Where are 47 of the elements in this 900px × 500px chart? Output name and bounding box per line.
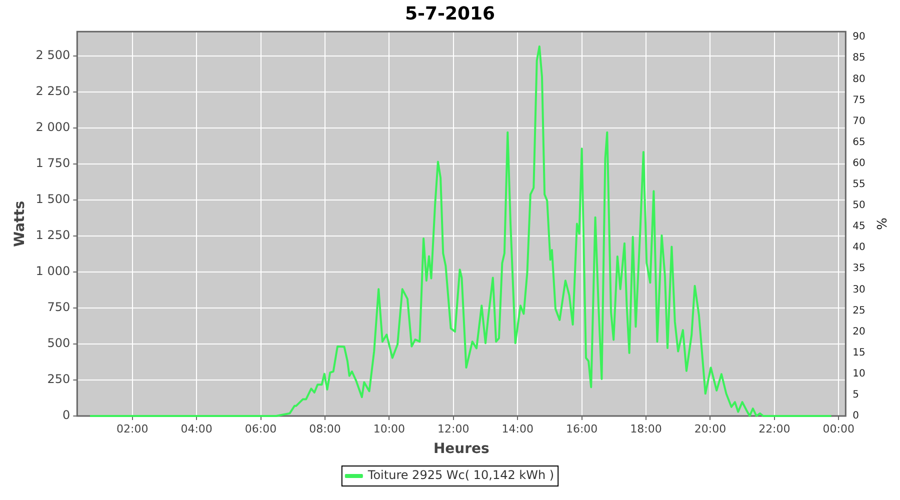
y-tick-label: 2 250 [36,84,70,98]
y2-tick-label: 55 [852,179,866,190]
x-tick-label: 14:00 [502,422,534,436]
x-tick-label: 20:00 [694,422,726,436]
x-axis-title: Heures [433,441,490,458]
y2-tick-label: 45 [852,221,866,232]
y-tick-label: 1 500 [36,192,70,206]
x-tick-label: 12:00 [438,422,470,436]
y2-tick-label: 40 [852,242,866,254]
y2-tick-label: 50 [852,200,866,212]
x-tick-label: 16:00 [566,422,598,436]
y2-tick-label: 85 [852,52,866,64]
x-tick-label: 08:00 [309,422,341,436]
x-tick-label: 22:00 [758,422,790,436]
y2-tick-label: 0 [852,410,860,422]
y-tick-label: 1 000 [36,264,70,278]
y2-tick-label: 5 [852,390,860,401]
legend-label: Toiture 2925 Wc( 10,142 kWh ) [366,468,554,482]
y2-tick-label: 15 [852,347,866,358]
y2-tick-label: 30 [852,284,866,296]
x-tick-label: 00:00 [822,422,854,436]
y-axis-title: Watts [12,200,28,247]
y2-tick-label: 20 [852,326,866,338]
y2-tick-label: 75 [852,94,866,106]
x-tick-label: 18:00 [630,422,662,436]
chart-title: 5-7-2016 [404,3,496,24]
y-tick-label: 1 250 [36,228,70,242]
y-tick-label: 2 000 [36,120,70,134]
y2-tick-label: 80 [852,74,866,85]
y2-tick-label: 35 [852,263,866,274]
y-tick-label: 1 750 [36,156,70,170]
x-tick-label: 02:00 [116,422,148,436]
y2-tick-label: 65 [852,136,866,148]
x-tick-label: 04:00 [180,422,212,436]
y2-axis-title: % [872,218,888,230]
y2-tick-label: 25 [852,305,866,316]
y2-tick-label: 90 [852,32,866,43]
y-tick-label: 750 [47,300,70,314]
y-tick-label: 2 500 [36,48,70,62]
y2-tick-label: 10 [852,368,866,380]
x-tick-label: 06:00 [244,422,277,436]
y2-tick-label: 60 [852,158,866,169]
y-tick-label: 500 [47,336,70,350]
x-tick-label: 10:00 [373,422,406,436]
y-tick-label: 250 [47,372,70,386]
y2-tick-label: 70 [852,116,866,127]
y-tick-label: 0 [62,408,70,422]
